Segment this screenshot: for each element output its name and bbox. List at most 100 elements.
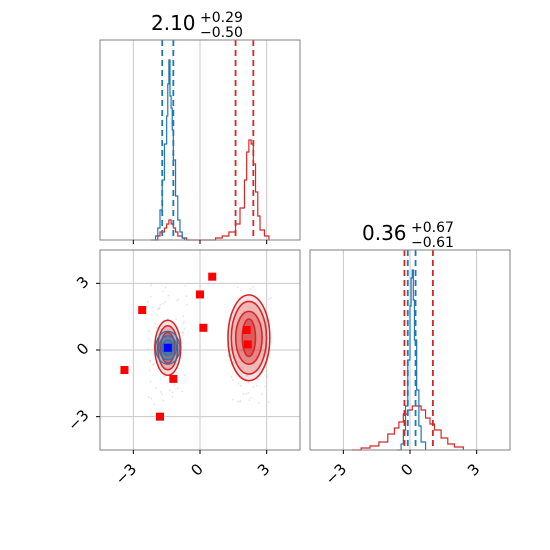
joint-sample-point (257, 378, 260, 381)
joint-sample-point (247, 392, 250, 394)
joint-sample-point (236, 400, 239, 403)
joint-red-marker-2 (156, 412, 164, 421)
joint-sample-point (239, 384, 242, 387)
joint-sample-point (151, 306, 154, 309)
joint-sample-point (173, 384, 176, 387)
joint-red-marker-6 (208, 272, 217, 281)
joint-sample-point (269, 356, 272, 359)
joint-red-marker-0 (120, 366, 129, 374)
joint-sample-point (148, 330, 150, 332)
joint-sample-point (267, 401, 270, 403)
joint-sample-point (183, 320, 185, 323)
joint-red-marker-1 (138, 306, 147, 314)
joint-sample-point (162, 302, 165, 305)
joint-sample-point (185, 295, 188, 298)
joint-sample-point (149, 295, 152, 298)
joint-sample-point (242, 392, 245, 395)
title-left-sub: −0.50 (200, 25, 243, 41)
joint-sample-point (230, 376, 233, 378)
joint-sample-point (260, 393, 263, 396)
joint-xtick-label-1: 0 (187, 460, 206, 479)
joint-sample-point (160, 391, 162, 393)
hist-y-tick-label-2: 3 (464, 460, 483, 479)
joint-sample-point (257, 401, 260, 404)
hist-y-tick-label-0: −3 (322, 460, 350, 488)
joint-sample-point (164, 286, 167, 289)
joint-sample-point (181, 390, 184, 393)
joint-sample-point (245, 335, 248, 338)
joint-sample-point (147, 396, 150, 398)
joint-sample-point (249, 352, 252, 354)
joint-sample-point (171, 395, 174, 398)
joint-sample-point (182, 315, 184, 318)
joint-sample-point (176, 387, 179, 390)
joint-sample-point (246, 374, 249, 377)
hist-y-blue-series (396, 269, 427, 451)
joint-sample-point (182, 322, 185, 325)
joint-sample-point (164, 371, 167, 374)
joint-red-contour-b-2 (234, 310, 263, 365)
joint-sample-point (236, 286, 239, 289)
joint-sample-point (182, 331, 184, 334)
joint-red-contour-b-0 (227, 294, 271, 382)
joint-sample-point (183, 327, 186, 330)
joint-sample-point (158, 306, 161, 309)
hist-x-red-series (155, 139, 270, 241)
joint-sample-point (240, 289, 243, 292)
joint-sample-point (252, 386, 255, 388)
joint-sample-point (239, 400, 242, 402)
joint-red-marker-8 (243, 340, 252, 349)
joint-red-marker-3 (169, 374, 178, 383)
joint-sample-point (268, 298, 271, 301)
joint-sample-point (227, 354, 229, 357)
joint-ytick-label-2: 3 (73, 273, 92, 292)
joint-sample-point (146, 348, 149, 351)
joint-sample-point (149, 284, 152, 287)
histogram-y-panel: −3 0 3 (309, 249, 511, 488)
joint-sample-point (249, 288, 252, 291)
joint-sample-point (245, 393, 247, 395)
joint-sample-point (161, 290, 164, 293)
joint-sample-point (176, 299, 178, 302)
joint-sample-point (232, 398, 234, 401)
histogram-x-panel (99, 39, 301, 244)
joint-red-marker-7 (242, 326, 251, 334)
joint-sample-point (181, 331, 184, 334)
joint-sample-point (148, 360, 151, 363)
joint-sample-point (252, 285, 255, 288)
joint-red-marker-5 (199, 323, 208, 332)
joint-ytick-label-1: 0 (73, 339, 92, 358)
joint-sample-point (156, 314, 158, 316)
joint-sample-point (150, 282, 153, 285)
title-right-main: 0.36 (362, 221, 407, 245)
hist-x-blue-series (151, 59, 186, 241)
joint-sample-point (247, 382, 250, 384)
joint-sample-point (159, 303, 162, 306)
joint-sample-point (252, 355, 255, 358)
joint-sample-point (155, 387, 158, 389)
title-right-sub: −0.61 (411, 235, 454, 251)
joint-sample-point (239, 400, 241, 403)
joint-sample-point (151, 363, 154, 366)
title-right-sup: +0.67 (411, 220, 454, 236)
joint-sample-point (249, 397, 252, 399)
title-left-main: 2.10 (151, 11, 196, 35)
joint-sample-point (265, 375, 268, 378)
joint-sample-point (255, 355, 258, 358)
joint-sample-point (146, 300, 149, 303)
joint-sample-point (148, 369, 151, 372)
joint-sample-point (255, 384, 258, 387)
hist-y-red-series (352, 405, 464, 451)
joint-sample-point (147, 337, 150, 340)
joint-sample-point (160, 393, 163, 396)
joint-sample-point (257, 369, 260, 372)
joint-red-contour-b-3 (241, 318, 257, 358)
joint-sample-point (152, 363, 155, 366)
joint-sample-point (149, 360, 152, 362)
joint-sample-point (240, 373, 243, 376)
joint-sample-point (164, 341, 167, 344)
joint-sample-point (248, 399, 251, 402)
joint-sample-point (171, 391, 174, 394)
joint-sample-point (164, 301, 167, 303)
